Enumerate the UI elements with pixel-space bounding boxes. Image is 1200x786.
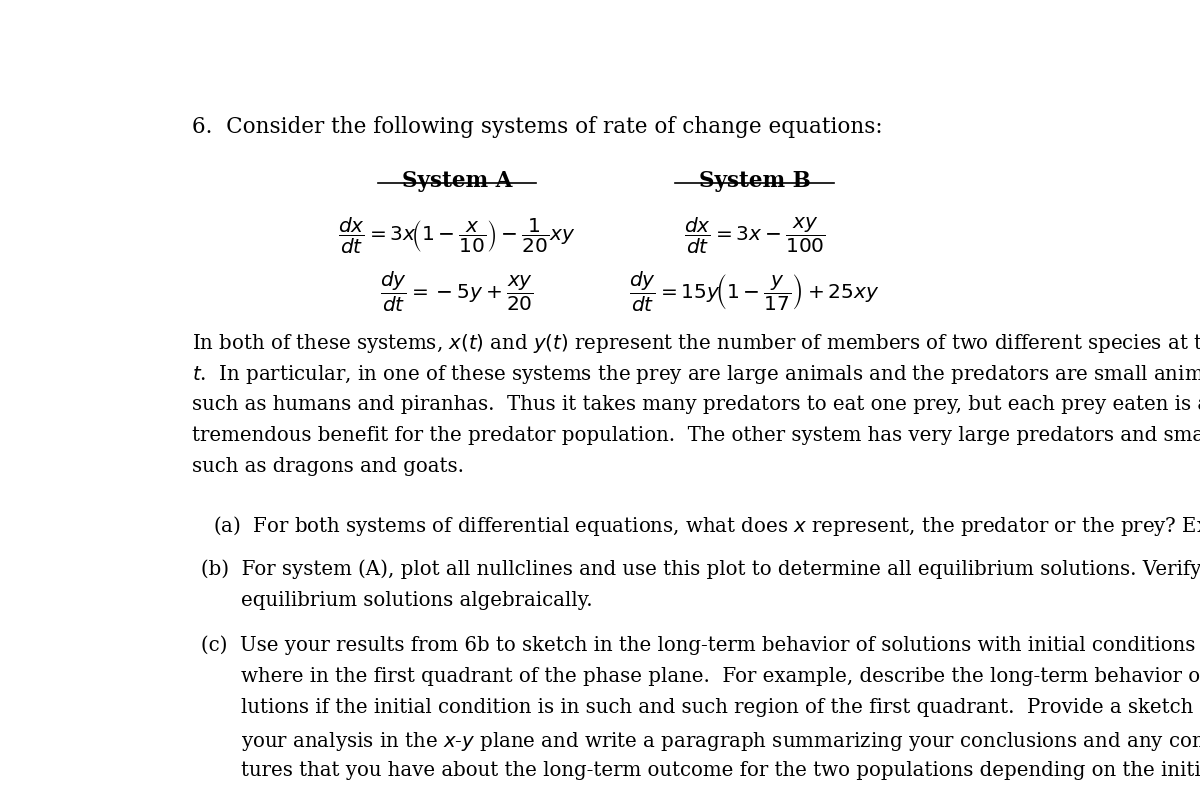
Text: System A: System A [402,170,512,192]
Text: $\dfrac{dy}{dt} = 15y\!\left(1 - \dfrac{y}{17}\right) + 25xy$: $\dfrac{dy}{dt} = 15y\!\left(1 - \dfrac{… [629,270,880,314]
Text: (c)  Use your results from 6b to sketch in the long-term behavior of solutions w: (c) Use your results from 6b to sketch i… [202,635,1200,655]
Text: where in the first quadrant of the phase plane.  For example, describe the long-: where in the first quadrant of the phase… [241,667,1200,686]
Text: (b)  For system (A), plot all nullclines and use this plot to determine all equi: (b) For system (A), plot all nullclines … [202,559,1200,578]
Text: equilibrium solutions algebraically.: equilibrium solutions algebraically. [241,590,593,610]
Text: $\dfrac{dy}{dt} = -5y + \dfrac{xy}{20}$: $\dfrac{dy}{dt} = -5y + \dfrac{xy}{20}$ [380,270,534,314]
Text: $t$.  In particular, in one of these systems the prey are large animals and the : $t$. In particular, in one of these syst… [192,363,1200,386]
Text: such as dragons and goats.: such as dragons and goats. [192,457,464,476]
Text: your analysis in the $x$-$y$ plane and write a paragraph summarizing your conclu: your analysis in the $x$-$y$ plane and w… [241,729,1200,753]
Text: 6.  Consider the following systems of rate of change equations:: 6. Consider the following systems of rat… [192,116,882,138]
Text: In both of these systems, $x(t)$ and $y(t)$ represent the number of members of t: In both of these systems, $x(t)$ and $y(… [192,332,1200,354]
Text: lutions if the initial condition is in such and such region of the first quadran: lutions if the initial condition is in s… [241,698,1200,718]
Text: such as humans and piranhas.  Thus it takes many predators to eat one prey, but : such as humans and piranhas. Thus it tak… [192,395,1200,413]
Text: tremendous benefit for the predator population.  The other system has very large: tremendous benefit for the predator popu… [192,426,1200,445]
Text: $\dfrac{dx}{dt} = 3x\!\left(1 - \dfrac{x}{10}\right) - \dfrac{1}{20}xy$: $\dfrac{dx}{dt} = 3x\!\left(1 - \dfrac{x… [338,215,576,255]
Text: $\dfrac{dx}{dt} = 3x - \dfrac{xy}{100}$: $\dfrac{dx}{dt} = 3x - \dfrac{xy}{100}$ [684,215,826,255]
Text: tures that you have about the long-term outcome for the two populations dependin: tures that you have about the long-term … [241,762,1200,780]
Text: (a)  For both systems of differential equations, what does $x$ represent, the pr: (a) For both systems of differential equ… [214,514,1200,538]
Text: System B: System B [698,170,810,192]
